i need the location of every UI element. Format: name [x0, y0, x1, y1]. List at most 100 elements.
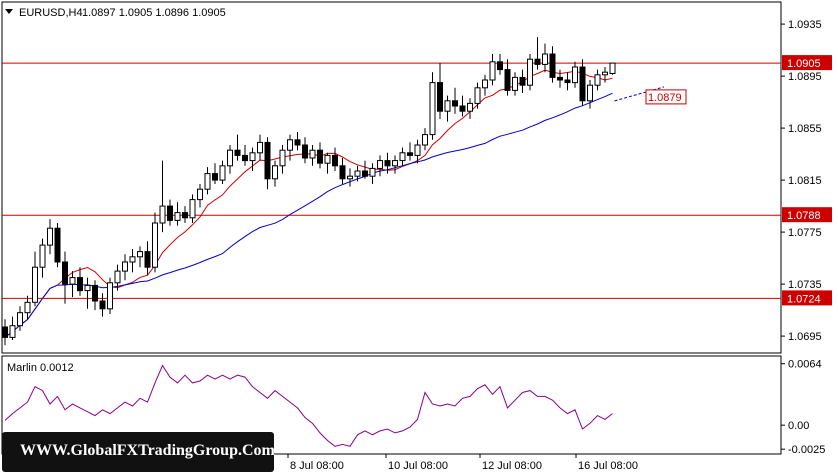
candle-body — [129, 256, 136, 263]
candle-body — [369, 167, 376, 177]
candle-body — [17, 312, 23, 327]
watermark-text: WWW.GlobalFXTradingGroup.Com — [20, 442, 275, 459]
time-tick-label: 8 Jul 08:00 — [290, 460, 344, 472]
oscillator-tick-label: 0.00 — [788, 420, 809, 432]
price-tick-label: 1.0935 — [788, 19, 822, 31]
candle-body — [392, 160, 398, 167]
candle-body — [542, 53, 548, 65]
candle-body — [414, 144, 421, 156]
candle-body — [32, 266, 38, 303]
level-price-label: 1.0788 — [787, 210, 821, 222]
candle-body — [9, 325, 16, 338]
candle-body — [579, 66, 586, 102]
marker-box — [645, 89, 687, 105]
price-tick-label: 1.0815 — [788, 175, 822, 187]
candle-body — [332, 154, 338, 167]
indicator-label: Marlin 0.0012 — [7, 362, 74, 374]
candle-body — [362, 170, 368, 177]
candle-body — [227, 149, 233, 167]
candle-body — [2, 326, 8, 338]
candle-body — [452, 100, 458, 107]
candle-body — [302, 144, 308, 159]
candle-body — [437, 82, 443, 112]
main-panel-frame — [1, 1, 782, 354]
candle-body — [317, 149, 323, 164]
price-tick-label: 1.0855 — [788, 123, 822, 135]
candle-body — [482, 79, 488, 89]
candle-body — [272, 165, 278, 180]
candle-body — [69, 277, 76, 285]
candle-body — [204, 173, 211, 190]
level-price-tag — [782, 207, 832, 223]
candle-body — [122, 261, 128, 272]
candle-body — [444, 100, 451, 112]
candle-body — [309, 149, 316, 159]
time-tick-label: 12 Jul 08:00 — [482, 460, 542, 472]
candle-body — [594, 74, 601, 86]
candle-body — [467, 102, 473, 112]
candle-body — [564, 79, 571, 84]
price-tick-label: 1.0895 — [788, 71, 822, 83]
candle-body — [489, 61, 496, 81]
candle-body — [212, 173, 218, 181]
candle-body — [137, 251, 143, 258]
price-tick-label: 1.0695 — [788, 331, 822, 343]
candle-body — [144, 251, 151, 268]
price-tick-label: 1.0735 — [788, 279, 822, 291]
candle-body — [39, 244, 46, 268]
candle-body — [264, 141, 271, 180]
level-price-label: 1.0905 — [787, 58, 821, 70]
candle-body — [84, 284, 91, 292]
candle-body — [399, 152, 406, 162]
candle-body — [519, 76, 526, 86]
candle-body — [167, 205, 173, 221]
candle-body — [497, 61, 503, 71]
candle-body — [279, 149, 286, 167]
candle-body — [549, 53, 556, 78]
oscillator-tick-label: -0.0025 — [788, 444, 825, 456]
candle-body — [219, 165, 226, 181]
candle-body — [242, 154, 248, 162]
candle-body — [504, 69, 511, 91]
candle-body — [189, 199, 196, 219]
candle-body — [107, 282, 113, 310]
price-tick-label: 1.0775 — [788, 227, 822, 239]
symbol-label: EURUSD,H4 — [19, 7, 83, 19]
candle-body — [114, 270, 121, 284]
candle-body — [47, 227, 53, 246]
oscillator-tick-label: 0.0064 — [788, 359, 822, 371]
fast-moving-average-line — [4, 69, 613, 338]
candle-body — [557, 76, 563, 81]
candle-body — [99, 300, 106, 310]
candle-body — [407, 152, 413, 156]
marker-label: 1.0879 — [648, 92, 682, 104]
level-price-tag — [782, 55, 832, 71]
candle-body — [339, 165, 346, 180]
candle-body — [287, 139, 293, 151]
candle-body — [527, 58, 533, 86]
candle-body — [384, 160, 391, 167]
time-tick-label: 16 Jul 08:00 — [578, 460, 638, 472]
candle-body — [152, 222, 158, 268]
slow-moving-average-line — [4, 92, 613, 338]
candle-body — [347, 175, 353, 180]
collapse-triangle-icon[interactable] — [5, 9, 13, 14]
candle-body — [534, 58, 541, 65]
candle-body — [249, 152, 256, 162]
candle-body — [174, 212, 181, 221]
oscillator-line — [4, 364, 613, 447]
candle-body — [354, 170, 361, 177]
candle-body — [512, 76, 518, 91]
candle-body — [77, 277, 83, 292]
candle-body — [159, 205, 166, 224]
candle-body — [92, 284, 98, 302]
candle-body — [197, 188, 203, 201]
candle-body — [459, 105, 466, 112]
marker-dashed-line — [614, 86, 665, 102]
level-price-label: 1.0724 — [787, 293, 821, 305]
candle-body — [429, 82, 436, 136]
candle-body — [24, 301, 31, 314]
candle-body — [572, 66, 578, 84]
candle-body — [324, 154, 331, 164]
candle-body — [587, 84, 593, 102]
